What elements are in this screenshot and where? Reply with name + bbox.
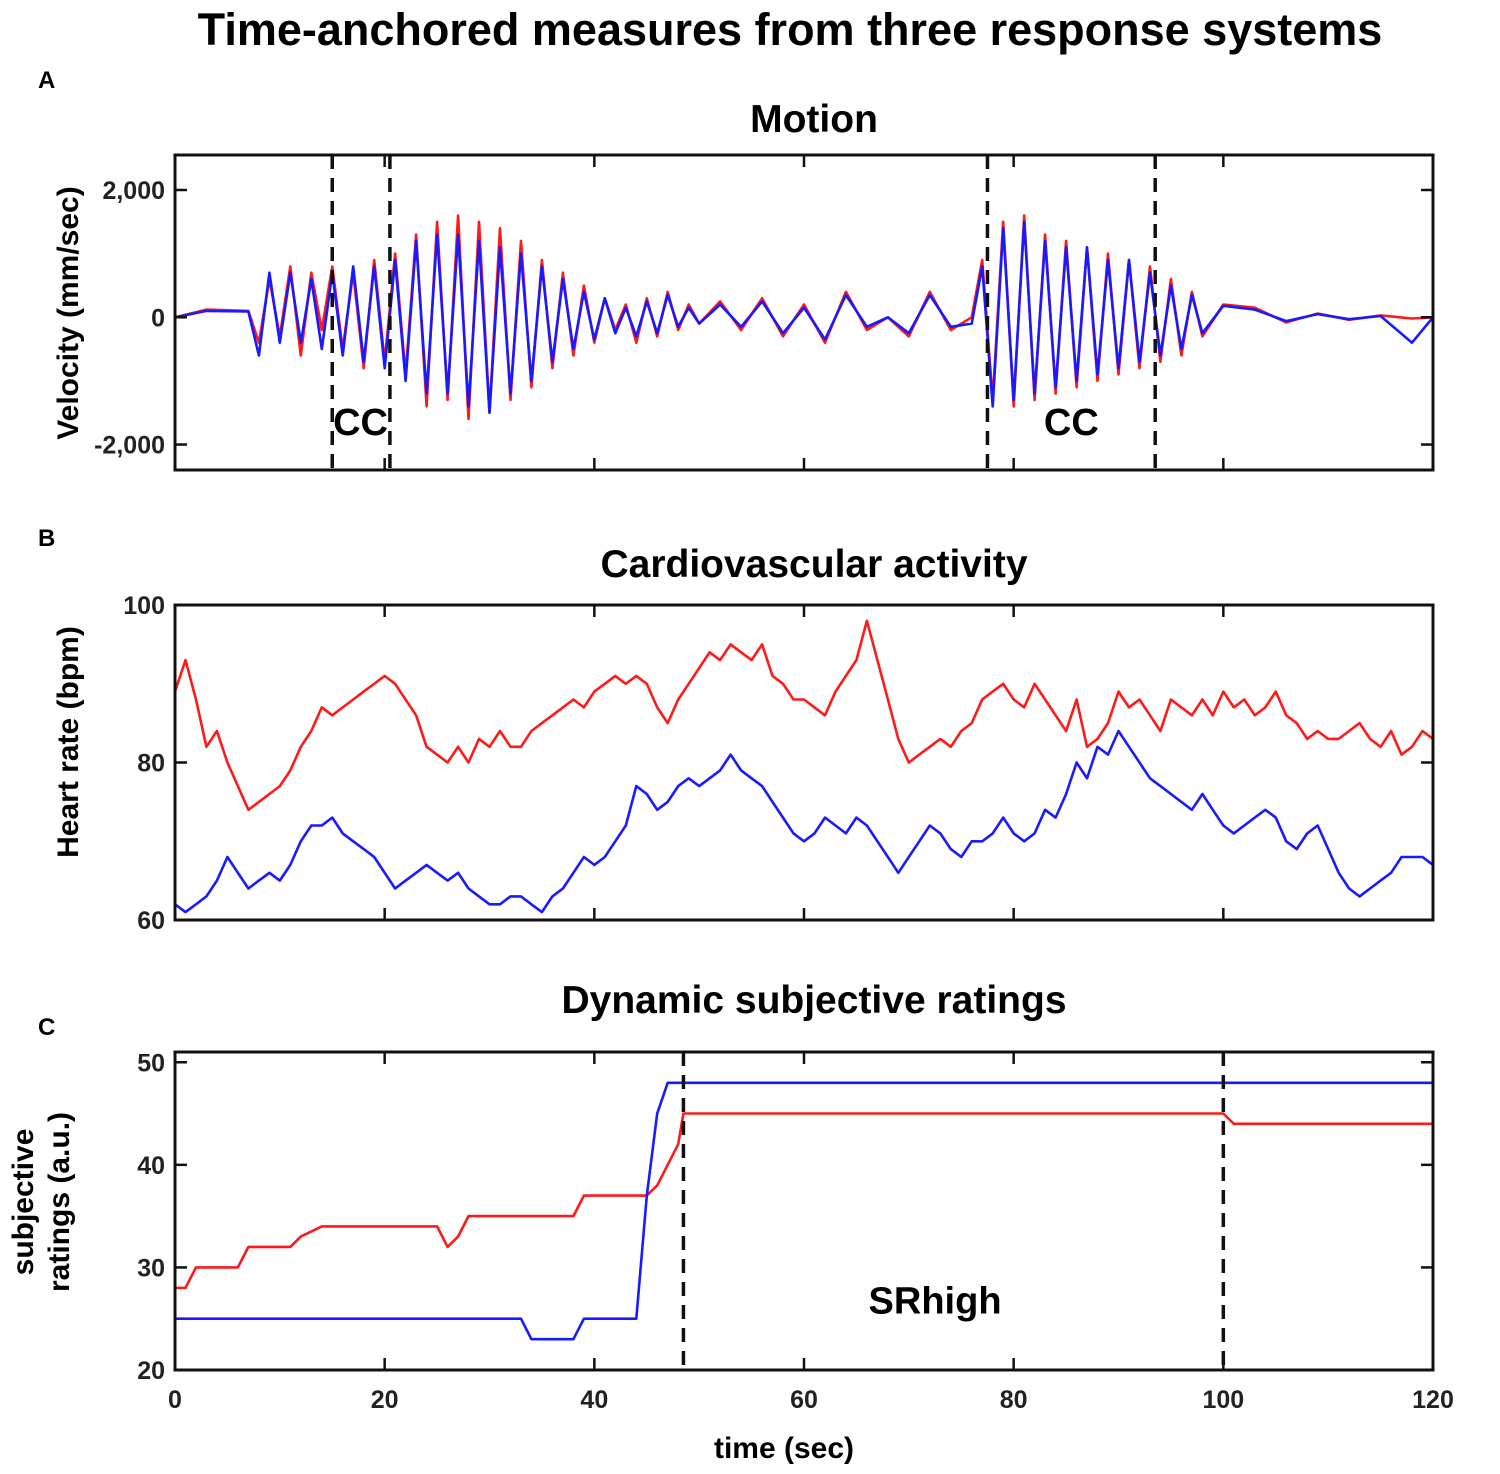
y-tick-label: 20 <box>137 1357 165 1385</box>
series-line-blue <box>175 220 1433 415</box>
x-tick-label: 60 <box>790 1386 818 1414</box>
panel-title: Cardiovascular activity <box>600 543 1027 586</box>
y-tick-label: 60 <box>137 907 165 935</box>
x-tick-label: 120 <box>1412 1386 1454 1414</box>
panel-b: B Cardiovascular activity Heart rate (bpm)… <box>38 525 1435 935</box>
series-line-red <box>175 214 1433 421</box>
x-tick-label: 20 <box>371 1386 399 1414</box>
y-tick-label: 0 <box>151 304 165 332</box>
y-tick-label: 30 <box>137 1254 165 1282</box>
panel-label: C <box>38 1014 55 1041</box>
y-tick-label: -2,000 <box>94 432 165 460</box>
plot-frame <box>173 1050 1435 1372</box>
series-line-blue <box>175 729 1433 914</box>
series-line-blue <box>175 1081 1433 1341</box>
y-axis-label: Heart rate (bpm) <box>52 626 85 858</box>
panel-title: Motion <box>750 98 878 141</box>
x-axis-label: time (sec) <box>714 1432 854 1465</box>
x-tick-label: 0 <box>168 1386 182 1414</box>
plot-frame <box>173 603 1435 922</box>
y-axis-label-line: subjective <box>7 1129 40 1276</box>
annotation-label: SRhigh <box>869 1281 1002 1323</box>
figure-title: Time-anchored measures from three respon… <box>198 4 1383 55</box>
series-line-red <box>175 1112 1433 1290</box>
series-line-red <box>175 619 1433 812</box>
y-tick-label: 100 <box>123 592 165 620</box>
annotation-label: CC <box>1044 402 1099 444</box>
panel-c: C Dynamic subjective ratings subjective rat… <box>7 979 1454 1465</box>
x-tick-label: 100 <box>1202 1386 1244 1414</box>
panel-a: A Motion Velocity (mm/sec) CC CC -2,000 0 2,000 <box>38 67 1435 472</box>
y-axis-label: Velocity (mm/sec) <box>52 186 85 439</box>
y-tick-label: 40 <box>137 1152 165 1180</box>
y-axis-label: subjective ratings (a.u.) <box>7 1112 76 1292</box>
panel-label: B <box>38 525 55 552</box>
y-tick-label: 80 <box>137 750 165 778</box>
y-axis-label-line: ratings (a.u.) <box>43 1112 76 1292</box>
panel-label: A <box>38 67 55 94</box>
x-tick-label: 80 <box>1000 1386 1028 1414</box>
y-tick-label: 2,000 <box>102 177 165 205</box>
panel-title: Dynamic subjective ratings <box>561 979 1066 1022</box>
x-tick-label: 40 <box>580 1386 608 1414</box>
annotation-label: CC <box>333 402 388 444</box>
y-tick-label: 50 <box>137 1049 165 1077</box>
